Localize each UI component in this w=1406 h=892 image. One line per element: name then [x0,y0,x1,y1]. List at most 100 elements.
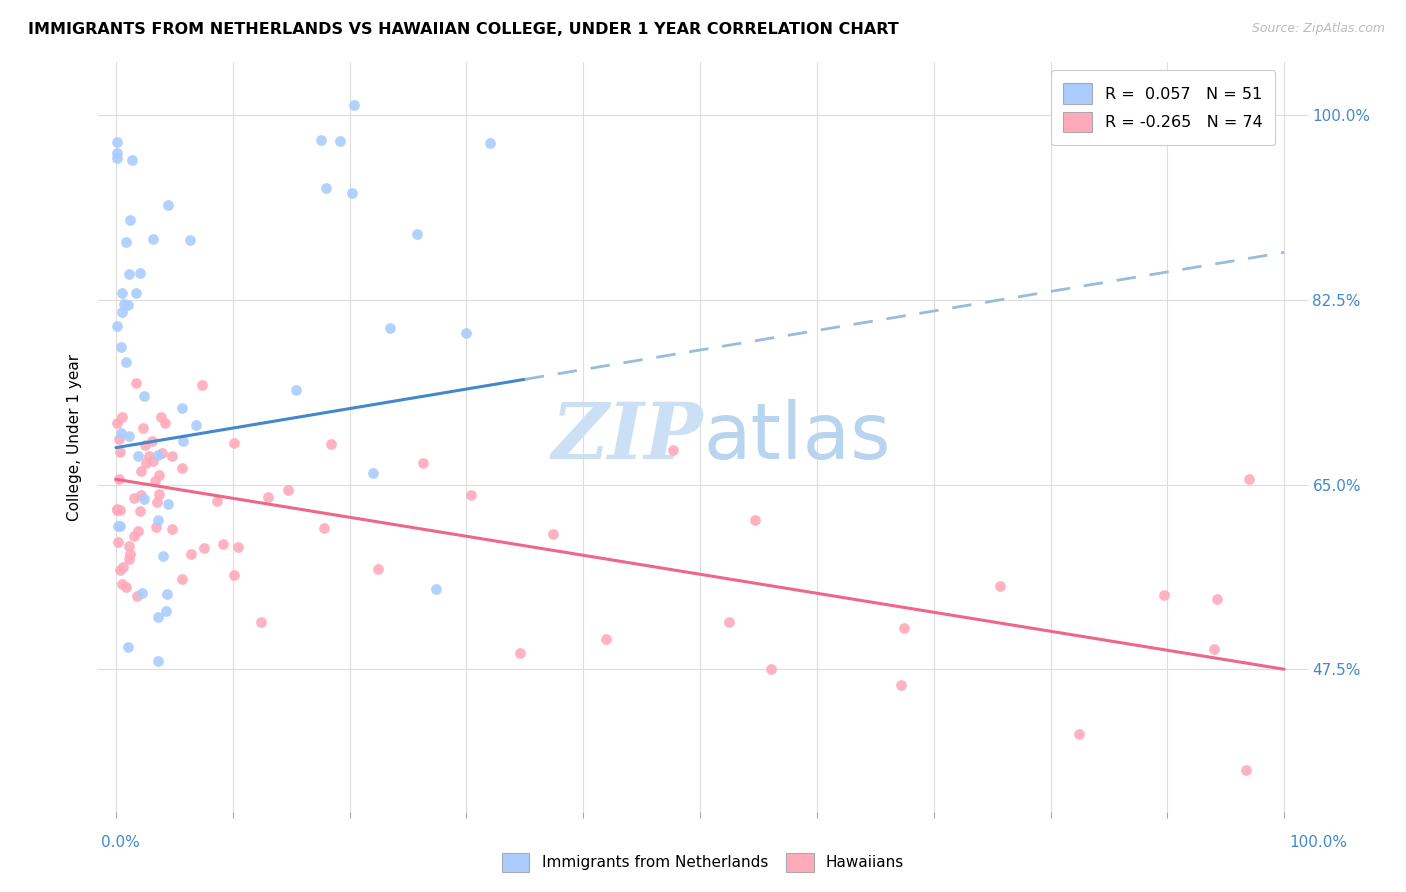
Point [129,464,152,478]
Point [115,235,138,249]
Point [1237,472,1260,486]
Point [125,376,148,390]
Point [250,615,273,629]
Point [146,495,169,509]
Point [405,227,427,241]
Point [343,97,366,112]
Point [135,456,157,470]
Point [191,378,214,392]
Point [110,563,132,577]
Point [108,433,131,447]
Point [118,212,141,227]
Point [509,646,531,660]
Point [717,615,740,630]
Point [226,540,249,554]
Point [172,572,194,586]
Point [150,409,173,424]
Point [111,285,134,300]
Point [361,466,384,480]
Point [107,519,129,533]
Point [111,577,134,591]
Point [1153,588,1175,602]
Point [744,513,766,527]
Point [160,522,183,536]
Point [108,519,131,533]
Point [127,524,149,538]
Point [890,678,912,692]
Point [1202,642,1225,657]
Point [134,438,156,452]
Point [312,521,335,535]
Point [118,552,141,566]
Point [222,568,245,582]
Point [988,579,1011,593]
Legend: Immigrants from Netherlands, Hawaiians: Immigrants from Netherlands, Hawaiians [494,845,912,880]
Point [141,434,163,448]
Point [118,428,141,442]
Point [105,135,128,149]
Point [122,529,145,543]
Point [893,622,915,636]
Point [117,298,139,312]
Point [129,488,152,502]
Point [110,340,132,354]
Point [131,586,153,600]
Point [759,663,782,677]
Point [146,448,169,462]
Point [309,133,332,147]
Point [143,474,166,488]
Point [115,580,138,594]
Point [120,547,142,561]
Point [662,443,685,458]
Point [321,436,343,450]
Point [127,589,149,603]
Point [179,234,201,248]
Point [105,502,128,516]
Point [146,654,169,668]
Point [110,445,132,459]
Text: IMMIGRANTS FROM NETHERLANDS VS HAWAIIAN COLLEGE, UNDER 1 YEAR CORRELATION CHART: IMMIGRANTS FROM NETHERLANDS VS HAWAIIAN … [28,22,898,37]
Point [172,434,194,449]
Point [148,487,170,501]
Point [125,286,148,301]
Point [107,535,129,549]
Point [148,468,170,483]
Point [108,472,131,486]
Point [172,401,194,415]
Point [105,503,128,517]
Point [122,491,145,505]
Point [425,582,447,597]
Point [170,460,193,475]
Point [460,487,482,501]
Point [1067,726,1090,740]
Point [112,560,135,574]
Point [153,416,176,430]
Point [205,494,228,508]
Point [118,267,141,281]
Point [1206,592,1229,607]
Point [342,186,364,200]
Point [378,321,401,335]
Point [121,153,143,167]
Point [329,134,352,148]
Point [105,145,128,160]
Point [180,547,202,561]
Point [150,446,173,460]
Text: 100.0%: 100.0% [1289,836,1347,850]
Point [111,409,134,424]
Point [256,490,278,504]
Point [315,180,337,194]
Point [108,503,131,517]
Text: ZIP: ZIP [551,399,703,475]
Point [277,483,299,497]
Legend: R =  0.057   N = 51, R = -0.265   N = 74: R = 0.057 N = 51, R = -0.265 N = 74 [1050,70,1275,145]
Point [456,326,478,340]
Y-axis label: College, Under 1 year: College, Under 1 year [67,353,83,521]
Point [142,232,165,246]
Point [157,198,180,212]
Point [595,632,617,646]
Point [152,549,174,563]
Point [118,540,141,554]
Text: Source: ZipAtlas.com: Source: ZipAtlas.com [1251,22,1385,36]
Point [145,520,167,534]
